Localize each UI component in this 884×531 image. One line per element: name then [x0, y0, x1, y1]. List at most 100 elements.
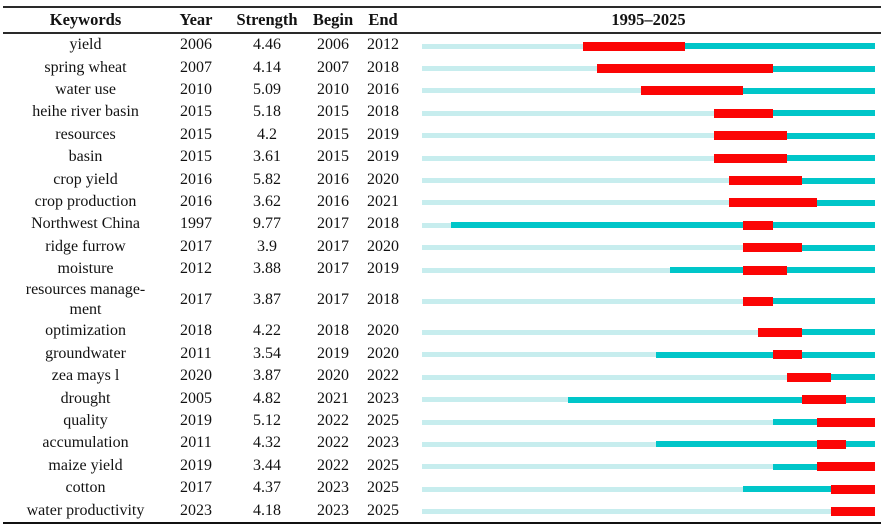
strength-cell: 4.14: [253, 58, 281, 76]
burst-segment: [758, 327, 802, 337]
year-cell: 2017: [180, 291, 212, 309]
timeline-cell: [410, 128, 881, 142]
table-row: cotton 2017 4.37 2023 2025: [3, 477, 881, 499]
year-cell: 2015: [180, 103, 212, 121]
pre-appearance-segment: [422, 267, 671, 273]
burst-segment: [831, 507, 875, 517]
pre-appearance-segment: [422, 441, 656, 447]
year-cell: 2017: [180, 479, 212, 497]
active-post-burst-segment: [787, 267, 875, 274]
burst-segment: [714, 131, 788, 141]
keyword-cell: drought: [60, 389, 111, 407]
burst-segment: [831, 484, 875, 494]
header-end: End: [368, 10, 398, 29]
active-pre-burst-segment: [655, 351, 773, 358]
begin-cell: 2019: [317, 344, 349, 362]
pre-appearance-segment: [422, 329, 759, 335]
timeline-cell: [410, 240, 881, 254]
year-cell: 2023: [180, 501, 212, 519]
strength-cell: 3.88: [253, 260, 281, 278]
table-row: yield 2006 4.46 2006 2012: [3, 34, 881, 56]
year-cell: 2020: [180, 367, 212, 385]
keyword-cell: optimization: [45, 322, 126, 340]
active-post-burst-segment: [845, 396, 875, 403]
active-post-burst-segment: [801, 244, 875, 251]
timeline-cell: [410, 150, 881, 164]
year-cell: 2012: [180, 260, 212, 278]
year-cell: 2019: [180, 412, 212, 430]
keyword-cell: basin: [68, 148, 103, 166]
keyword-cell: yield: [69, 36, 102, 54]
active-post-burst-segment: [787, 132, 875, 139]
year-cell: 2018: [180, 322, 212, 340]
active-post-burst-segment: [772, 222, 875, 229]
timeline-bar: [422, 415, 875, 429]
begin-cell: 2017: [317, 215, 349, 233]
year-cell: 2005: [180, 389, 212, 407]
timeline-bar: [422, 263, 875, 277]
burst-segment: [801, 395, 846, 405]
keyword-cell: zea mays l: [51, 367, 120, 385]
table-row: drought 2005 4.82 2021 2023: [3, 387, 881, 409]
pre-appearance-segment: [422, 88, 642, 94]
burst-segment: [816, 417, 875, 427]
strength-cell: 5.09: [253, 80, 281, 98]
end-cell: 2019: [367, 125, 399, 143]
end-cell: 2023: [367, 389, 399, 407]
timeline-bar: [422, 294, 875, 308]
year-cell: 2006: [180, 36, 212, 54]
strength-cell: 5.12: [253, 412, 281, 430]
active-post-burst-segment: [685, 43, 875, 50]
strength-cell: 4.37: [253, 479, 281, 497]
timeline-cell: [410, 105, 881, 119]
pre-appearance-segment: [422, 155, 715, 161]
begin-cell: 2017: [317, 291, 349, 309]
end-cell: 2018: [367, 58, 399, 76]
begin-cell: 2018: [317, 322, 349, 340]
timeline-bar: [422, 325, 875, 339]
pre-appearance-segment: [422, 200, 729, 206]
burst-segment: [714, 108, 773, 118]
header-timeline-range: 1995–2025: [611, 10, 686, 29]
timeline-bar: [422, 218, 875, 232]
timeline-cell: [410, 481, 881, 495]
header-begin: Begin: [312, 10, 354, 29]
timeline-bar: [422, 106, 875, 120]
burst-segment: [743, 220, 773, 230]
begin-cell: 2022: [317, 412, 349, 430]
timeline-bar: [422, 393, 875, 407]
timeline-cell: [410, 369, 881, 383]
end-cell: 2022: [367, 367, 399, 385]
timeline-bar: [422, 370, 875, 384]
header-keywords: Keywords: [49, 9, 122, 29]
pre-appearance-segment: [422, 397, 569, 403]
strength-cell: 4.22: [253, 322, 281, 340]
begin-cell: 2016: [317, 170, 349, 188]
keyword-cell: crop yield: [53, 170, 118, 188]
timeline-cell: [410, 38, 881, 52]
timeline-bar: [422, 505, 875, 519]
burst-segment: [728, 198, 817, 208]
end-cell: 2021: [367, 192, 399, 210]
year-cell: 2007: [180, 58, 212, 76]
keyword-cell: quality: [63, 412, 108, 430]
strength-cell: 5.82: [253, 170, 281, 188]
header-year: Year: [179, 10, 213, 29]
table-row: water use 2010 5.09 2010 2016: [3, 79, 881, 101]
table-row: water productivity 2023 4.18 2023 2025: [3, 499, 881, 521]
end-cell: 2019: [367, 148, 399, 166]
end-cell: 2018: [367, 215, 399, 233]
keyword-cell: water use: [55, 80, 116, 98]
timeline-bar: [422, 129, 875, 143]
keyword-cell: spring wheat: [44, 58, 127, 76]
burst-segment: [728, 176, 802, 186]
active-post-burst-segment: [845, 441, 875, 448]
timeline-cell: [410, 459, 881, 473]
year-cell: 2011: [180, 344, 212, 362]
active-pre-burst-segment: [670, 267, 744, 274]
strength-cell: 3.87: [253, 367, 281, 385]
table-row: moisture 2012 3.88 2017 2019: [3, 258, 881, 280]
active-post-burst-segment: [831, 374, 875, 381]
timeline-bar: [422, 84, 875, 98]
timeline-cell: [410, 392, 881, 406]
